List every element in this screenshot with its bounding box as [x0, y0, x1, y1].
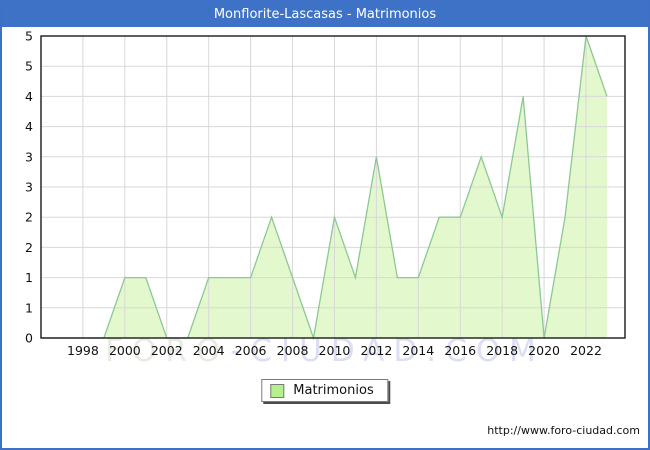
- x-tick-label: 2012: [360, 343, 392, 358]
- x-tick-label: 2010: [319, 343, 351, 358]
- footer-url: http://www.foro-ciudad.com: [487, 424, 640, 437]
- watermark-part2: -CIUDAD.COM: [230, 333, 545, 369]
- legend-label: Matrimonios: [293, 383, 374, 398]
- y-tick-label: 3: [25, 149, 33, 164]
- x-tick-label: 2014: [402, 343, 434, 358]
- x-tick-label: 2020: [528, 343, 560, 358]
- y-tick-label: 5: [25, 29, 33, 44]
- y-tick-label: 0: [25, 331, 33, 346]
- y-tick-label: 4: [25, 89, 33, 104]
- plot-border: [40, 35, 626, 339]
- x-tick-label: 2016: [444, 343, 476, 358]
- x-tick-label: 2002: [151, 343, 183, 358]
- x-tick-label: 2006: [235, 343, 267, 358]
- y-tick-label: 4: [25, 119, 33, 134]
- legend-swatch-icon: [270, 383, 285, 398]
- y-tick-label: 1: [25, 300, 33, 315]
- x-tick-label: 2000: [109, 343, 141, 358]
- x-tick-label: 2022: [570, 343, 602, 358]
- watermark-part1: FORO: [105, 333, 231, 369]
- y-tick-label: 2: [25, 210, 33, 225]
- y-tick-label: 2: [25, 240, 33, 255]
- x-tick-label: 2008: [277, 343, 309, 358]
- y-tick-label: 3: [25, 180, 33, 195]
- page-title: Monflorite-Lascasas - Matrimonios: [2, 2, 648, 27]
- x-tick-label: 2004: [193, 343, 225, 358]
- legend: Matrimonios: [261, 379, 389, 402]
- x-tick-label: 1998: [67, 343, 99, 358]
- y-tick-label: 5: [25, 59, 33, 74]
- y-axis-labels: 5 5 4 4 3 3 2 2 1 1 0: [25, 29, 33, 346]
- x-axis-labels: 1998 2000 2002 2004 2006 2008 2010 2012 2014 2016…: [67, 343, 602, 358]
- area-series: [41, 36, 607, 338]
- y-tick-label: 1: [25, 270, 33, 285]
- line-series: [41, 35, 608, 341]
- x-tick-label: 2018: [486, 343, 518, 358]
- watermark: FORO-CIUDAD.COM: [105, 333, 545, 369]
- gridlines: [41, 35, 625, 338]
